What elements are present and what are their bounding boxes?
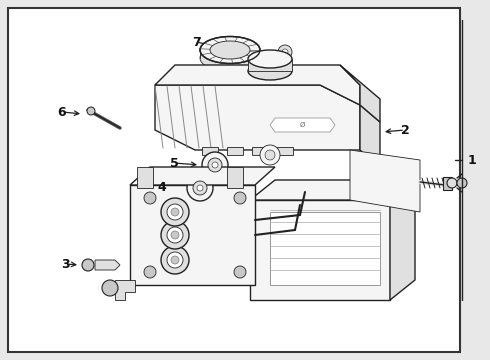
Polygon shape	[250, 200, 390, 300]
Text: Ø: Ø	[299, 122, 305, 128]
Circle shape	[87, 107, 95, 115]
Circle shape	[161, 221, 189, 249]
Circle shape	[265, 150, 275, 160]
Bar	[202, 147, 218, 155]
Circle shape	[161, 246, 189, 274]
Polygon shape	[340, 65, 380, 122]
Polygon shape	[115, 280, 135, 300]
Circle shape	[82, 259, 94, 271]
Polygon shape	[95, 260, 120, 270]
Circle shape	[212, 162, 218, 168]
Polygon shape	[137, 167, 153, 188]
Circle shape	[171, 208, 179, 216]
Circle shape	[260, 145, 280, 165]
Circle shape	[161, 198, 189, 226]
Polygon shape	[350, 150, 420, 212]
Polygon shape	[130, 167, 275, 185]
Polygon shape	[270, 118, 335, 132]
Circle shape	[208, 158, 222, 172]
Circle shape	[187, 175, 213, 201]
Text: 2: 2	[401, 123, 409, 136]
Circle shape	[171, 256, 179, 264]
Polygon shape	[227, 167, 243, 188]
Circle shape	[167, 227, 183, 243]
Circle shape	[234, 266, 246, 278]
Polygon shape	[155, 65, 360, 105]
Polygon shape	[250, 180, 415, 200]
Ellipse shape	[248, 50, 292, 68]
Text: 1: 1	[467, 153, 476, 166]
Text: 4: 4	[158, 180, 167, 194]
Circle shape	[167, 252, 183, 268]
Bar	[227, 147, 243, 155]
Circle shape	[167, 204, 183, 220]
Text: 3: 3	[61, 257, 69, 270]
Polygon shape	[130, 185, 255, 285]
Text: 7: 7	[192, 36, 200, 49]
Polygon shape	[155, 85, 360, 150]
Polygon shape	[390, 180, 415, 300]
Polygon shape	[248, 59, 292, 71]
Polygon shape	[360, 105, 380, 167]
Ellipse shape	[200, 45, 260, 72]
Circle shape	[447, 178, 457, 188]
Circle shape	[234, 192, 246, 204]
Circle shape	[197, 185, 203, 191]
Text: 5: 5	[170, 157, 178, 170]
Ellipse shape	[210, 41, 250, 59]
Bar	[252, 147, 268, 155]
Text: 6: 6	[58, 105, 66, 118]
Polygon shape	[443, 177, 452, 190]
Circle shape	[282, 49, 288, 55]
Ellipse shape	[200, 36, 260, 63]
Circle shape	[144, 192, 156, 204]
Circle shape	[202, 152, 228, 178]
Bar	[277, 147, 293, 155]
Circle shape	[193, 181, 207, 195]
Circle shape	[171, 231, 179, 239]
Circle shape	[102, 280, 118, 296]
Circle shape	[457, 178, 467, 188]
Ellipse shape	[248, 62, 292, 80]
Circle shape	[144, 266, 156, 278]
Circle shape	[278, 45, 292, 59]
Polygon shape	[270, 212, 380, 285]
